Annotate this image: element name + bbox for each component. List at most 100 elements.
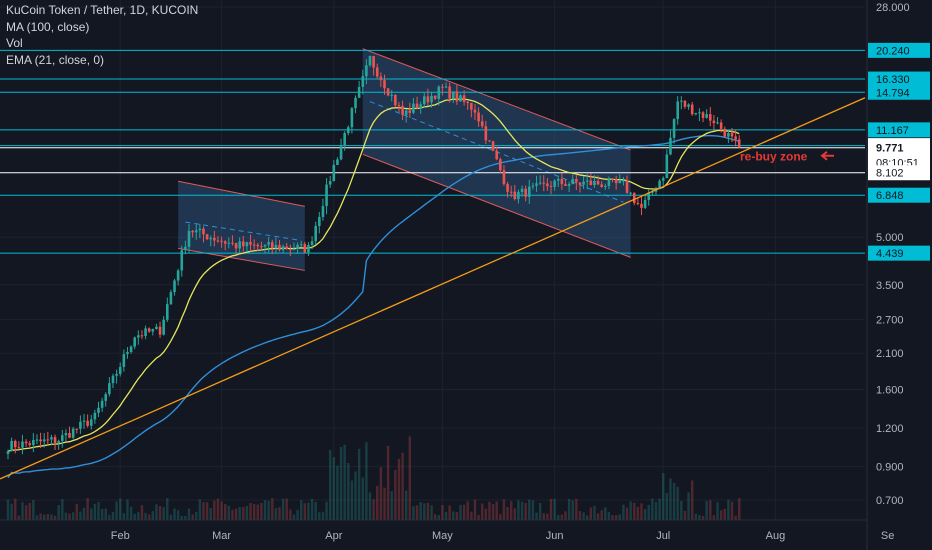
volume-bar	[242, 507, 245, 520]
candle	[669, 137, 672, 155]
candle	[350, 108, 354, 128]
volume-bar	[665, 492, 669, 520]
candle	[260, 246, 263, 248]
volume-bar	[140, 505, 144, 520]
volume-bar	[307, 502, 310, 520]
candle	[571, 178, 575, 185]
volume-bar	[455, 511, 459, 520]
candle	[86, 420, 89, 426]
candle	[162, 319, 165, 335]
candle	[71, 428, 75, 438]
volume-bar	[32, 499, 35, 520]
volume-bar	[115, 501, 118, 520]
volume-bar	[296, 509, 299, 520]
volume-bar	[466, 501, 469, 520]
volume-bar	[361, 477, 364, 520]
volume-bar	[542, 513, 545, 520]
volume-bar	[318, 512, 321, 520]
candle	[600, 184, 603, 188]
candle	[701, 112, 705, 118]
volume-bar	[408, 436, 412, 520]
y-axis[interactable]: 28.000 5.000 3.500 2.700 2.100 1.600 1.200 0.90…	[866, 0, 932, 550]
candle	[567, 184, 571, 186]
candle	[100, 400, 104, 408]
candle	[368, 56, 372, 66]
volume-bar	[441, 504, 444, 520]
candle	[538, 182, 542, 184]
indicator-vol[interactable]: Vol	[6, 36, 23, 50]
candle	[589, 180, 593, 186]
x-tick-label: Se	[881, 530, 894, 542]
candle	[191, 230, 194, 233]
volume-bar	[281, 498, 285, 520]
volume-bar	[347, 463, 350, 520]
volume-bar	[513, 508, 516, 520]
volume-bar	[549, 498, 553, 520]
volume-bar	[672, 482, 676, 520]
candle	[299, 244, 303, 246]
volume-bar	[321, 511, 325, 520]
candle	[140, 335, 144, 337]
candle	[285, 246, 289, 250]
candle	[625, 180, 629, 193]
volume-bar	[571, 500, 574, 520]
volume-bar	[158, 505, 162, 520]
candle	[216, 240, 220, 242]
candle	[227, 242, 231, 244]
volume-bar	[709, 500, 712, 520]
volume-bar	[249, 503, 252, 520]
candle	[111, 375, 115, 384]
candle	[310, 241, 314, 246]
channel-edge-top-1	[178, 180, 305, 207]
x-axis[interactable]: Feb Mar Apr May Jun Jul Aug Se	[0, 519, 894, 542]
candle	[437, 86, 441, 99]
volume-bar	[405, 490, 408, 520]
volume-bar	[727, 499, 730, 520]
volume-bar	[419, 502, 422, 520]
candle	[202, 228, 205, 235]
volume-bar	[147, 514, 151, 520]
candle	[549, 186, 553, 188]
candle	[643, 199, 647, 208]
volume-bar	[622, 504, 625, 520]
volume-bar	[53, 515, 57, 520]
candle	[556, 179, 560, 181]
volume-bar	[690, 480, 694, 520]
volume-bar	[484, 508, 488, 520]
volume-bar	[180, 515, 183, 520]
volume-bar	[651, 498, 654, 520]
volume-bar	[683, 510, 687, 520]
volume-bar	[723, 508, 726, 520]
volume-bar	[17, 515, 21, 520]
candle	[28, 443, 32, 445]
volume-bar	[553, 498, 556, 520]
volume-bar	[557, 514, 560, 520]
volume-bar	[567, 499, 571, 520]
price-label-bg	[868, 84, 930, 100]
indicator-ema[interactable]: EMA (21, close, 0)	[6, 52, 105, 67]
volume-bar	[39, 513, 42, 520]
candle	[618, 180, 622, 184]
candle	[408, 110, 412, 113]
candle	[89, 419, 93, 426]
symbol-title[interactable]: KuCoin Token / Tether, 1D, KUCOIN	[6, 3, 199, 17]
volume-bar	[151, 511, 154, 520]
volume-bar	[495, 501, 498, 520]
candle	[585, 180, 589, 182]
volume-bar	[491, 504, 495, 520]
candle	[651, 191, 654, 193]
volume-bar	[173, 508, 176, 520]
candles	[6, 55, 741, 460]
indicator-ma[interactable]: MA (100, close)	[6, 19, 90, 34]
candle	[412, 103, 415, 113]
price-label-bg	[868, 71, 930, 87]
volume-bar	[560, 514, 564, 520]
volume-bar	[509, 501, 513, 520]
candle	[517, 191, 520, 200]
volume-bar	[292, 514, 296, 520]
volume-bar	[477, 515, 480, 520]
y-tick-label: 3.500	[876, 280, 904, 292]
volume-bar	[108, 514, 111, 520]
candle	[354, 97, 357, 109]
